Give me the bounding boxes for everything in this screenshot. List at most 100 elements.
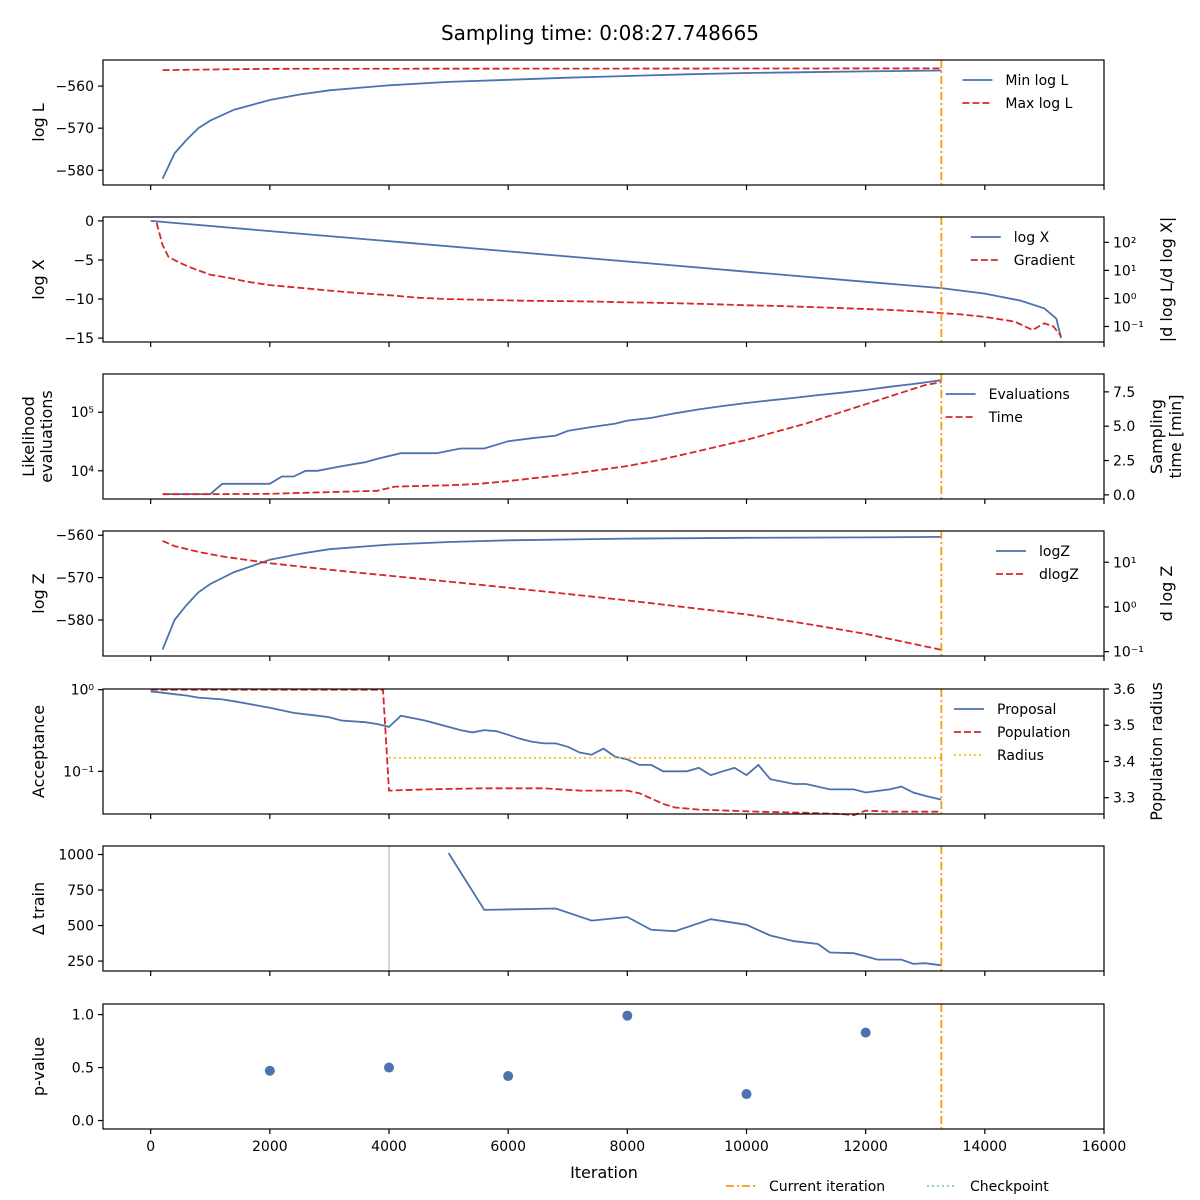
y2-axis-label: |d log L/d log X|: [1157, 217, 1176, 342]
y2-tick-label: 3.5: [1113, 718, 1135, 734]
plot-frame: [102, 216, 1105, 343]
x-tick-label: 14000: [963, 1139, 1008, 1155]
x-tick-label: 16000: [1082, 1139, 1127, 1155]
series-line-population: [150, 688, 942, 817]
data-point: [741, 1089, 752, 1100]
plot-frame: [102, 1003, 1105, 1130]
y-axis-label: Likelihood: [19, 396, 38, 477]
series-line-evaluations: [162, 379, 942, 496]
y-tick-label: −570: [56, 121, 94, 137]
y2-tick-label: 0.0: [1113, 488, 1135, 504]
x-tick-label: 6000: [490, 1139, 526, 1155]
y2-axis-label: time [min]: [1166, 395, 1185, 479]
y-tick-label: 500: [67, 919, 94, 935]
series-line-time: [162, 381, 942, 496]
panel-3: 10⁵ 10⁴ 7.5 5.0 2.5 0.0 Likelihood evaluations S…: [19, 373, 1185, 504]
legend: Evaluations Time: [945, 387, 1070, 426]
y2-tick-label: 10⁻¹: [1113, 319, 1144, 335]
y-tick-label: −570: [56, 571, 94, 587]
y2-tick-label: 10¹: [1113, 263, 1136, 279]
legend-label: Evaluations: [989, 387, 1070, 403]
y2-tick-label: 10⁻¹: [1113, 645, 1144, 661]
y2-axis-label: d log Z: [1157, 566, 1176, 622]
data-point: [384, 1062, 394, 1073]
series-line-min-log-l: [161, 69, 942, 180]
plot-frame: [102, 373, 1105, 500]
y-tick-label: 10⁻¹: [63, 764, 94, 780]
y2-tick-label: 10²: [1113, 235, 1136, 251]
y-axis-label: log Z: [29, 573, 48, 613]
series-line-gradient: [155, 222, 1062, 337]
legend-label: dlogZ: [1039, 567, 1079, 583]
legend-label: Proposal: [997, 702, 1056, 718]
x-tick-label: 0: [146, 1139, 155, 1155]
data-point: [860, 1027, 871, 1038]
figure-title: Sampling time: 0:08:27.748665: [441, 21, 759, 45]
series-line-logz: [161, 536, 942, 650]
y-tick-label: 750: [67, 883, 94, 899]
y2-axis-label: Sampling: [1147, 399, 1166, 474]
data-point: [622, 1010, 633, 1021]
legend-label: Min log L: [1005, 73, 1068, 89]
legend: Proposal Population Radius: [954, 702, 1071, 764]
legend-label: log X: [1014, 230, 1050, 246]
legend: log X Gradient: [970, 230, 1075, 269]
panel-7: 0 2000 4000 6000 8000 10000 12000 14000 16000 1.0…: [29, 1003, 1127, 1155]
x-tick-label: 4000: [371, 1139, 407, 1155]
legend-label: Max log L: [1005, 96, 1072, 112]
y-tick-label: 0.5: [72, 1061, 94, 1077]
data-point: [264, 1065, 275, 1076]
y-tick-label: 250: [67, 954, 94, 970]
y-tick-label: −15: [64, 331, 94, 347]
y2-tick-label: 10⁰: [1113, 600, 1137, 616]
series-line-max-log-l: [162, 67, 942, 71]
series-line-log-x: [150, 220, 1062, 339]
y-axis-label: Δ train: [29, 882, 48, 935]
y-axis-label: log X: [29, 259, 48, 299]
footer-legend-label: Checkpoint: [970, 1179, 1049, 1195]
y-tick-label: −580: [56, 613, 94, 629]
y-tick-label: 1000: [58, 848, 94, 864]
y-axis-label: p-value: [29, 1037, 48, 1096]
y2-tick-label: 3.3: [1113, 791, 1135, 807]
y-tick-label: −10: [64, 292, 94, 308]
series-line-delta-train: [447, 852, 942, 967]
plot-frame: [102, 688, 1105, 815]
x-tick-label: 12000: [843, 1139, 888, 1155]
panel-2: 0 −5 −10 −15 10² 10¹ 10⁰ 10⁻¹ log X |d log L/d lo…: [29, 214, 1176, 347]
y-axis-label: Acceptance: [29, 705, 48, 798]
x-tick-label: 2000: [252, 1139, 288, 1155]
panel-6: 1000 750 500 250 Δ train: [29, 845, 1105, 976]
data-point: [503, 1071, 514, 1082]
y2-axis-label: Population radius: [1147, 682, 1166, 821]
plot-frame: [102, 845, 1105, 972]
x-tick-label: 10000: [724, 1139, 769, 1155]
y-tick-label: −560: [56, 528, 94, 544]
legend-label: Gradient: [1014, 253, 1075, 269]
y-tick-label: 0.0: [72, 1114, 94, 1130]
y2-tick-label: 10⁰: [1113, 291, 1137, 307]
panel-4: −560 −570 −580 10¹ 10⁰ 10⁻¹ log Z d log Z logZ dl…: [29, 528, 1176, 661]
footer-legend-label: Current iteration: [769, 1179, 885, 1195]
legend-label: Radius: [997, 748, 1044, 764]
x-axis-label: Iteration: [570, 1163, 638, 1182]
legend: Min log L Max log L: [962, 73, 1073, 112]
y-tick-label: 1.0: [72, 1008, 94, 1024]
y-axis-label: log L: [29, 103, 48, 141]
legend-label: logZ: [1039, 544, 1070, 560]
y2-tick-label: 3.4: [1113, 754, 1135, 770]
plot-frame: [102, 530, 1105, 657]
y2-tick-label: 5.0: [1113, 419, 1135, 435]
y-tick-label: 10⁵: [71, 405, 94, 421]
y2-tick-label: 10¹: [1113, 555, 1136, 571]
panel-1: −560 −570 −580 log L Min log L Max log L: [29, 59, 1105, 190]
legend: logZ dlogZ: [996, 544, 1079, 583]
panel-5: 10⁰ 10⁻¹ 3.6 3.5 3.4 3.3 Acceptance Population …: [29, 682, 1166, 821]
y-tick-label: −580: [56, 163, 94, 179]
y-axis-label: evaluations: [37, 390, 56, 483]
y-tick-label: 10⁰: [71, 683, 95, 699]
y2-tick-label: 3.6: [1113, 682, 1135, 698]
legend-label: Time: [988, 410, 1023, 426]
footer-legend: Current iteration Checkpoint: [726, 1179, 1049, 1195]
